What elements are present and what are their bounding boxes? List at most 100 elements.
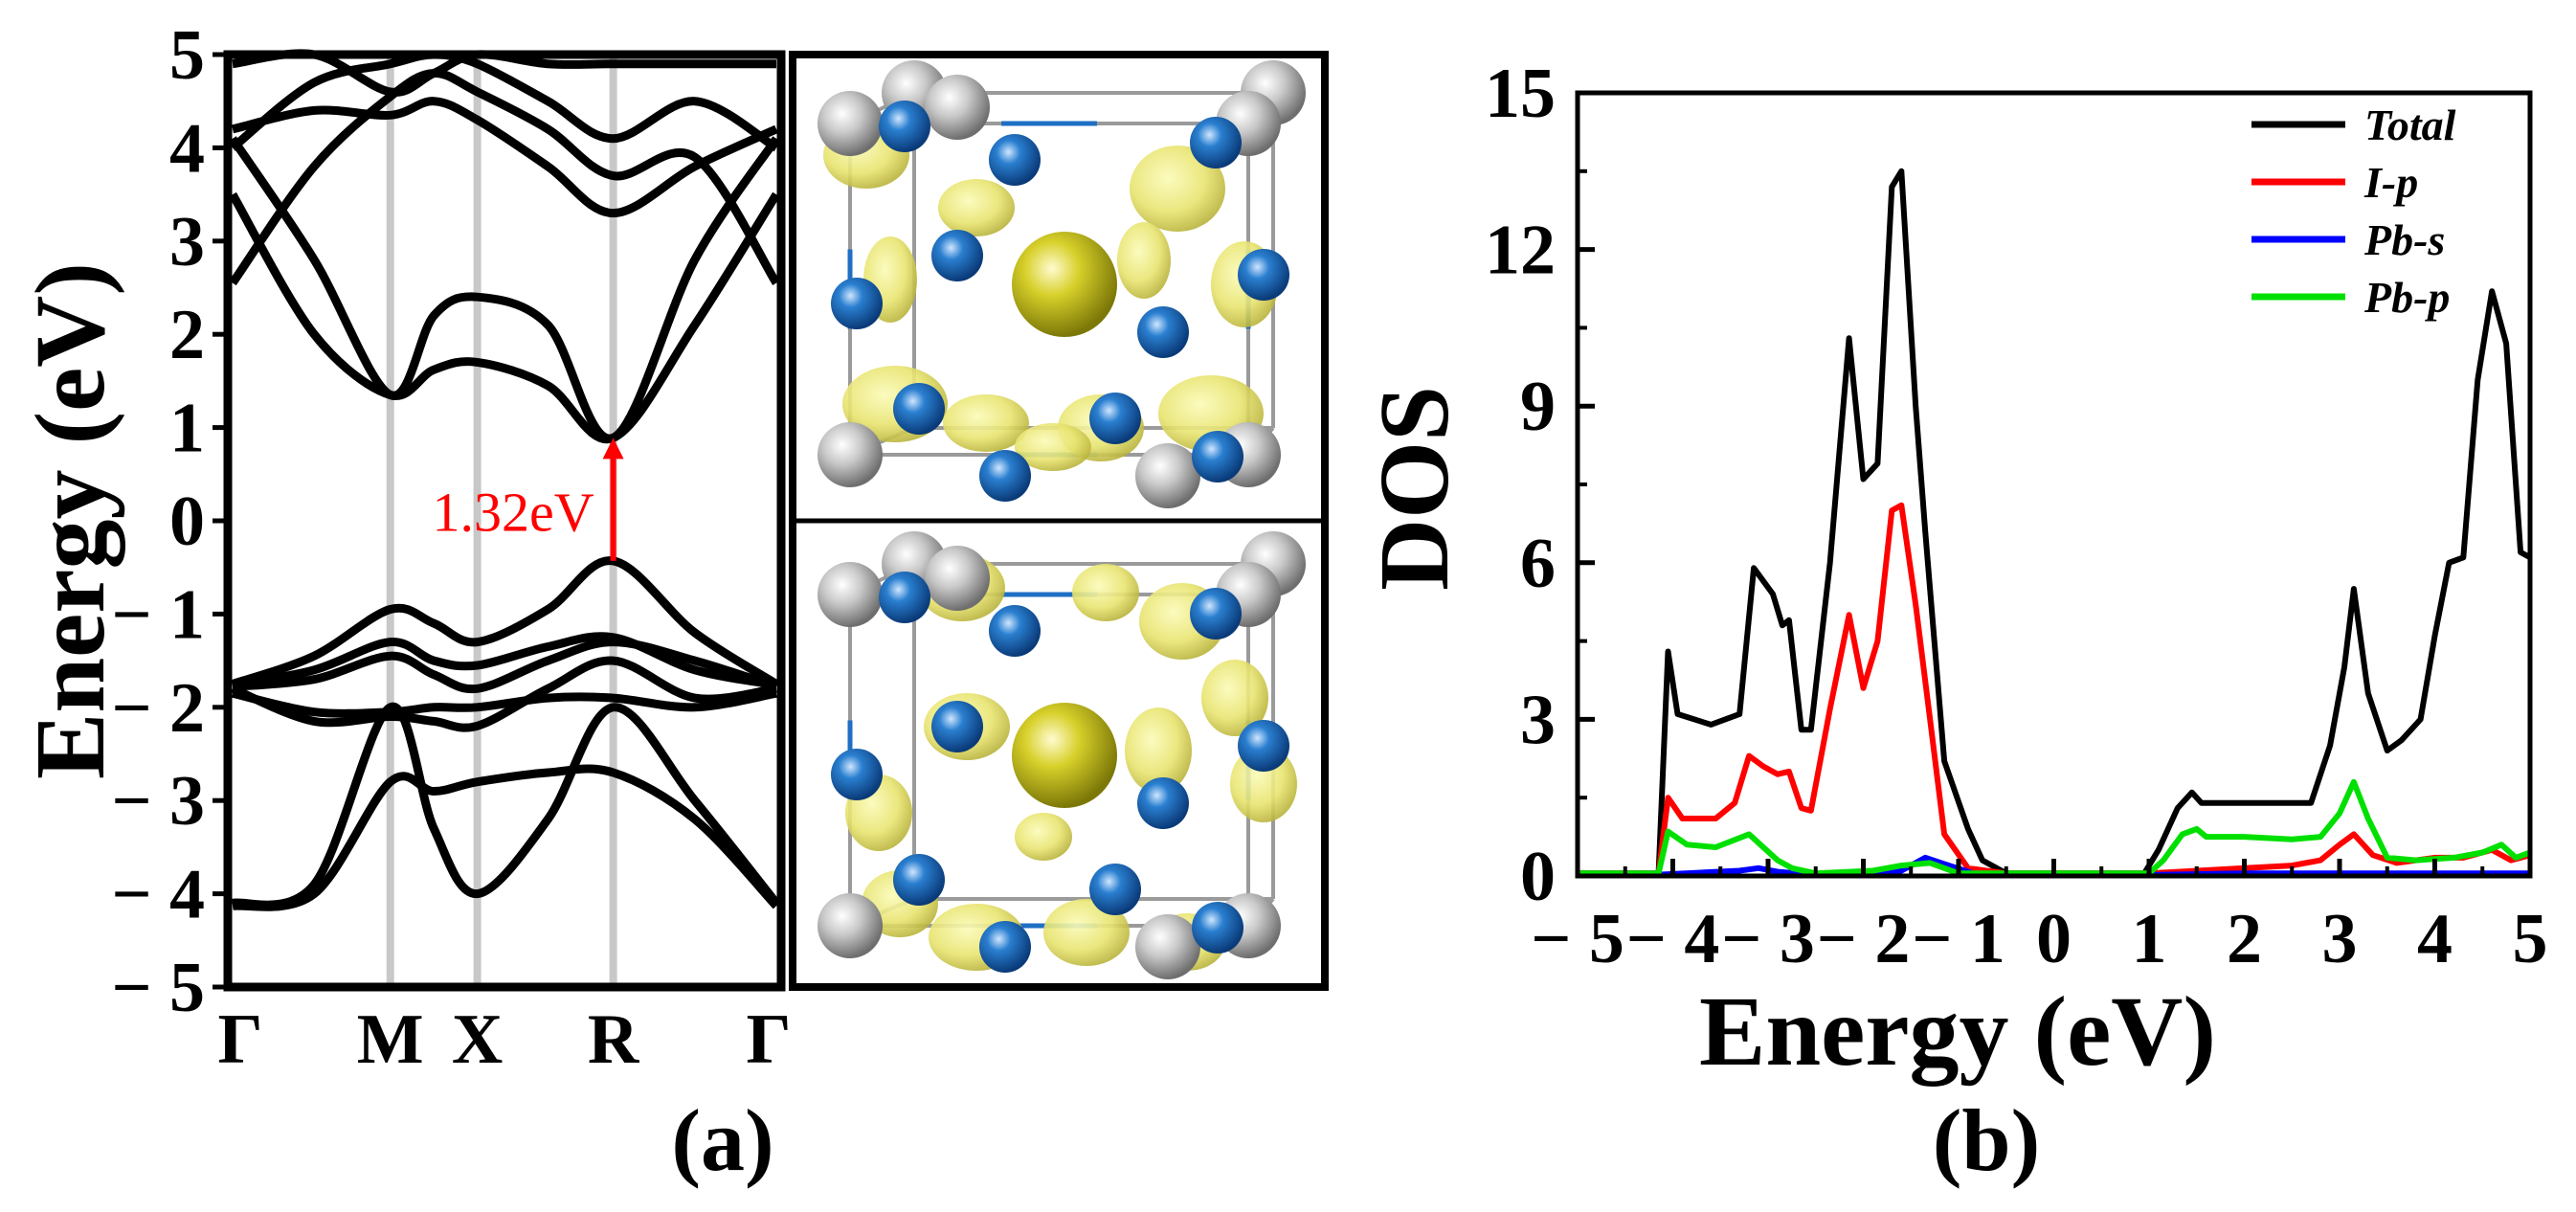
corner-atom (925, 75, 990, 140)
edge-atom (1190, 117, 1242, 168)
edge-atom (1137, 306, 1189, 358)
band-y-axis-ticks: 5 4 3 2 1 0 − 1 − 2 − 3 − 4 − 5 (111, 16, 228, 1027)
dos-x-tick-label: − 5 (1531, 900, 1624, 978)
band-gap-label: 1.32eV (432, 481, 594, 543)
corner-atom (818, 91, 883, 156)
charge-lobe (1117, 222, 1171, 299)
band-line (229, 69, 780, 286)
legend-label: Total (2364, 101, 2456, 149)
corner-atom (818, 422, 883, 487)
dos-y-tick-label: 0 (1520, 838, 1556, 916)
k-point-label: X (452, 1000, 503, 1079)
band-gap-arrowhead (602, 438, 624, 460)
legend-label: Pb-s (2363, 215, 2445, 264)
band-y-tick-label: − 2 (111, 669, 205, 748)
edge-atom (931, 701, 983, 752)
band-y-tick-label: 1 (169, 390, 205, 468)
band-y-tick-label: − 3 (111, 762, 205, 841)
charge-lobe (943, 394, 1029, 452)
edge-atom (989, 605, 1041, 657)
band-y-tick-label: − 5 (111, 949, 205, 1027)
dos-x-axis-title: Energy (eV) (1699, 976, 2216, 1087)
edge-atom (879, 572, 930, 623)
k-point-label: Γ (746, 1000, 791, 1079)
corner-atom (1135, 443, 1200, 508)
k-point-label: M (357, 1000, 424, 1079)
legend-label: I-p (2363, 158, 2418, 207)
dos-plot-frame (1575, 90, 2533, 879)
band-line (230, 50, 779, 152)
edge-atom (1089, 393, 1141, 444)
central-atom (1012, 232, 1117, 337)
dos-y-tick-label: 6 (1520, 525, 1556, 603)
band-line (231, 556, 779, 688)
dos-series-pb-s (1578, 854, 2530, 878)
band-y-tick-label: 0 (169, 483, 205, 561)
dos-y-tick-label: 9 (1520, 368, 1556, 446)
dos-x-tick-label: 0 (2036, 900, 2072, 978)
band-line (231, 656, 777, 732)
central-atom (1012, 703, 1117, 808)
corner-atom (925, 546, 990, 611)
vbm-charge-density-structure (818, 531, 1306, 979)
dos-y-tick-label: 12 (1485, 212, 1556, 290)
edge-atom (931, 230, 983, 281)
dos-y-tick-label: 3 (1520, 681, 1556, 759)
edge-atom (979, 450, 1031, 502)
dos-series-pb-p (1578, 778, 2532, 877)
dos-x-tick-label: 4 (2417, 900, 2453, 978)
dos-y-axis-title: DOS (1359, 386, 1469, 591)
edge-atom (1238, 249, 1289, 301)
band-line (232, 764, 780, 911)
dos-y-axis-ticks: 0 3 6 9 12 15 (1485, 55, 1595, 916)
band-y-tick-label: 3 (169, 203, 205, 281)
charge-lobe (1201, 660, 1268, 736)
band-line (229, 191, 780, 444)
band-line (231, 688, 777, 718)
dos-y-tick-label: 15 (1485, 55, 1556, 133)
band-y-tick-label: − 1 (111, 575, 205, 654)
band-curves (229, 49, 780, 911)
charge-lobe (1043, 899, 1130, 966)
corner-atom (818, 893, 883, 958)
charge-lobe (1015, 813, 1072, 861)
panel-label-a: (a) (671, 1091, 773, 1189)
dos-series-i-p (1578, 502, 2531, 877)
charge-lobe (938, 179, 1015, 236)
dos-legend: Total I-p Pb-s Pb-p (2251, 101, 2456, 322)
band-y-axis-title: Energy (eV) (15, 262, 125, 779)
band-gap-arrow: 1.32eV (432, 438, 624, 561)
band-line (232, 632, 777, 689)
cbm-charge-density-structure (818, 60, 1306, 508)
dos-x-tick-label: − 4 (1626, 900, 1720, 978)
edge-atom (1192, 431, 1243, 483)
band-line (229, 136, 780, 443)
band-y-tick-label: 4 (169, 109, 205, 188)
edge-atom (893, 383, 945, 435)
dos-x-tick-label: 1 (2132, 900, 2167, 978)
dos-x-tick-label: 3 (2322, 900, 2358, 978)
dos-x-tick-label: − 1 (1912, 900, 2005, 978)
edge-atom (1238, 720, 1289, 772)
k-point-label: Γ (217, 1000, 262, 1079)
edge-atom (831, 749, 883, 800)
edge-atom (989, 134, 1041, 186)
charge-lobe (1130, 146, 1225, 232)
corner-atom (1135, 914, 1200, 979)
band-line (232, 702, 780, 909)
band-line (232, 638, 778, 694)
band-y-tick-label: 2 (169, 296, 205, 374)
edge-atom (879, 101, 930, 152)
dos-x-tick-label: − 2 (1817, 900, 1911, 978)
edge-atom (893, 854, 945, 906)
legend-label: Pb-p (2363, 273, 2450, 322)
charge-lobe (1125, 707, 1192, 794)
edge-atom (831, 278, 883, 329)
dos-x-tick-label: − 3 (1721, 900, 1815, 978)
edge-atom (1192, 902, 1243, 954)
